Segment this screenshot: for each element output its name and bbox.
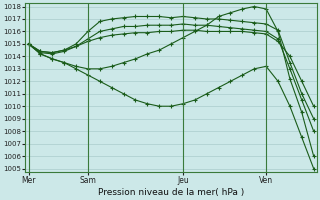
X-axis label: Pression niveau de la mer( hPa ): Pression niveau de la mer( hPa ) [98, 188, 244, 197]
